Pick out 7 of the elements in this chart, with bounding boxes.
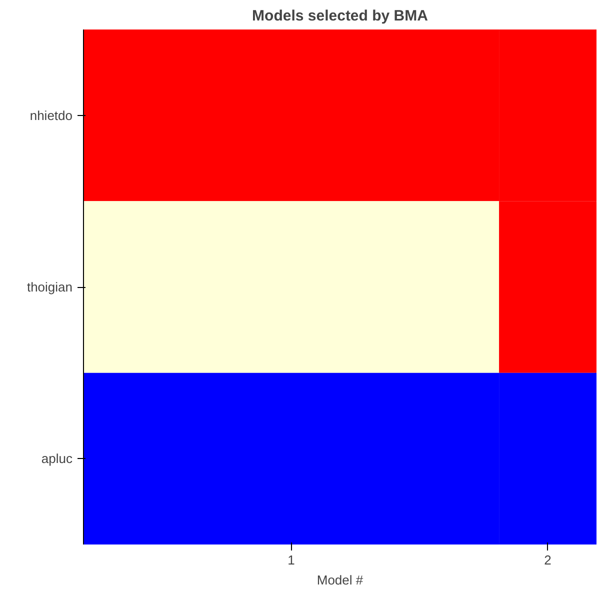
y-tick-label: thoigian [26, 280, 73, 294]
y-tick-label: apluc [41, 451, 73, 466]
chart-title: Models selected by BMA [252, 8, 428, 24]
y-tick-label: nhietdo [30, 108, 73, 123]
series-label: 1 [288, 552, 295, 568]
x-axis-title: Model # [316, 572, 364, 588]
series-label: 2 [544, 552, 552, 568]
